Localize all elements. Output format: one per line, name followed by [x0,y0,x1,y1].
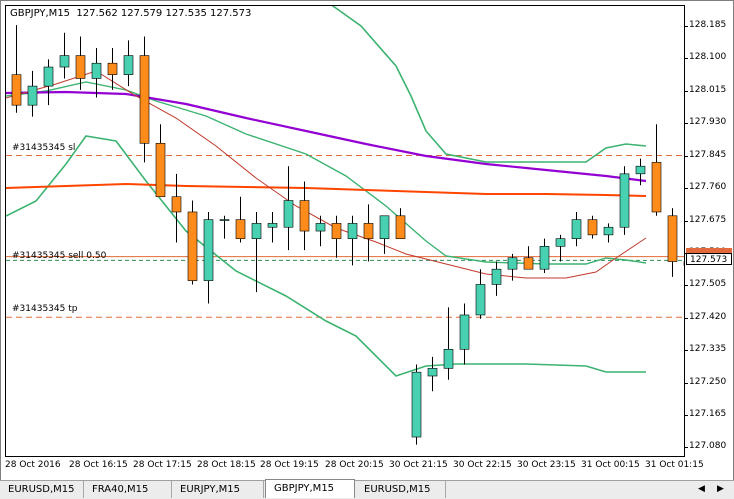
candle-body [251,223,262,239]
candle-body [75,55,86,79]
tab-eurjpy-m15[interactable]: EURJPY,M15 [172,481,264,498]
price-tick-label: 127.250 [684,376,727,387]
candle-body [539,246,550,270]
price-tick-label: 127.420 [684,311,727,322]
candle-body [587,219,598,236]
price-axis: 128.185 128.100 128.015 127.930 127.845 127.7… [684,5,733,457]
price-tick-label: 128.015 [684,84,727,95]
bollinger-upper-line [331,6,647,163]
candle-body [283,200,294,228]
candle-body [507,257,518,270]
scroll-right-icon[interactable]: ▶ [717,484,724,494]
candle-body [11,74,22,106]
candle-body [123,55,134,75]
time-tick-label: 28 Oct 20:15 [325,460,384,470]
tab-gbpjpy-m15[interactable]: GBPJPY,M15 [265,479,355,498]
slow-moving-average-line [6,90,647,183]
candle-body [139,55,150,144]
sell-price-marker [686,247,732,254]
take-profit-label: #31435345 tp [12,304,78,315]
candle-body [379,215,390,239]
candle-body [603,226,614,236]
time-tick-label: 28 Oct 19:15 [260,460,319,470]
time-tick-label: 30 Oct 21:15 [389,460,448,470]
mid-moving-average-line [6,182,647,197]
price-chart-svg[interactable] [6,6,685,457]
candle-body [43,66,54,87]
candle-body [395,215,406,239]
candle-body [107,62,118,75]
price-tick-label: 127.080 [684,441,727,452]
candle-body [619,173,630,228]
price-tick-label: 127.760 [684,182,727,193]
time-tick-label: 28 Oct 16:15 [69,460,128,470]
time-tick-label: 31 Oct 01:15 [645,460,704,470]
candle-body [91,62,102,79]
scroll-left-icon[interactable]: ◀ [698,484,705,494]
candle-body [651,162,662,213]
candle-body [235,219,246,239]
candle-body [171,196,182,213]
price-tick-label: 127.505 [684,279,727,290]
candle-body [411,371,422,438]
fast-moving-average-line [6,70,647,279]
chart-plot-area[interactable]: GBPJPY,M15 127.562 127.579 127.535 127.5… [5,5,685,457]
candle-body [443,348,454,369]
tab-eurusd-m15[interactable]: EURUSD,M15 [0,481,84,498]
tab-eurusd-m15-2[interactable]: EURUSD,M15 [356,481,446,498]
price-tick-label: 127.675 [684,214,727,225]
stop-loss-label: #31435345 sl [12,142,76,153]
candle-body [459,314,470,350]
candle-body [219,219,230,221]
candle-body [667,215,678,262]
chart-title: GBPJPY,M15 127.562 127.579 127.535 127.5… [10,8,252,19]
chart-tab-bar: EURUSD,M15 FRA40,M15 EURJPY,M15 GBPJPY,M… [0,479,734,499]
price-tick-label: 127.930 [684,117,727,128]
candle-body [267,223,278,228]
price-tick-label: 128.100 [684,52,727,63]
price-tick-label: 127.165 [684,409,727,420]
candle-body [155,143,166,198]
candle-body [427,368,438,377]
time-tick-label: 28 Oct 18:15 [197,460,256,470]
candle-body [571,219,582,239]
price-tick-label: 127.845 [684,149,727,160]
candle-body [59,55,70,68]
bollinger-mid-line [6,81,647,265]
tab-fra40-m15[interactable]: FRA40,M15 [84,481,172,498]
sell-order-label: #31435345 sell 0.50 [12,250,107,261]
time-tick-label: 30 Oct 23:15 [517,460,576,470]
candle-body [555,238,566,247]
current-price-tag: 127.573 [686,253,732,266]
candle-body [315,223,326,232]
candle-body [203,219,214,281]
candle-body [347,223,358,239]
bollinger-lower-line [6,135,646,377]
candle-body [475,284,486,316]
time-tick-label: 28 Oct 2016 [5,460,61,470]
time-tick-label: 30 Oct 22:15 [453,460,512,470]
time-axis: 28 Oct 2016 28 Oct 16:15 28 Oct 17:15 28 Oc… [5,457,704,473]
price-tick-label: 128.185 [684,19,727,30]
time-tick-label: 31 Oct 00:15 [581,460,640,470]
candle-body [187,211,198,281]
candle-body [331,223,342,239]
candle-body [491,268,502,285]
candle-body [523,257,534,270]
time-tick-label: 28 Oct 17:15 [133,460,192,470]
candle-body [299,200,310,232]
candle-body [27,85,38,106]
candle-body [635,165,646,175]
candle-body [363,223,374,239]
price-tick-label: 127.335 [684,344,727,355]
